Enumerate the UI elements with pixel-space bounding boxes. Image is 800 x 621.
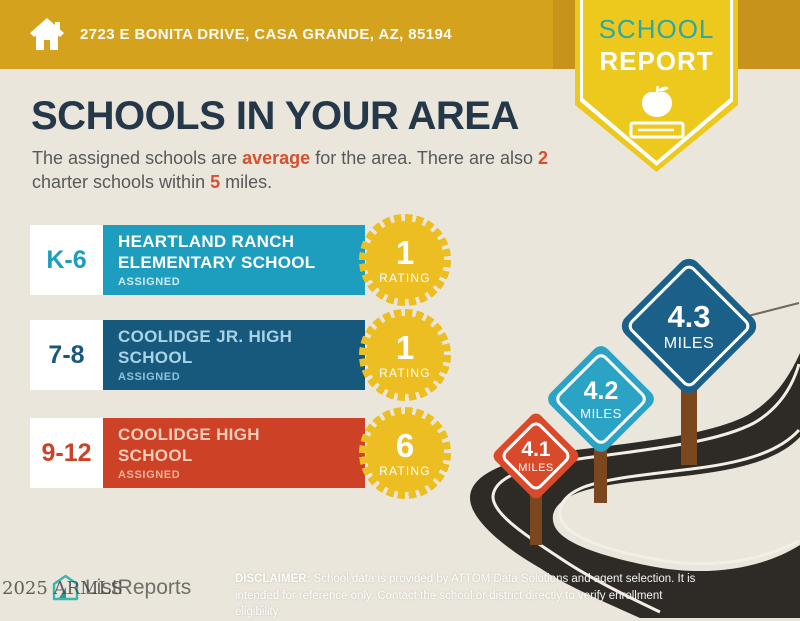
rating-value: 1 <box>395 328 415 366</box>
mileage-sign-4-1: 4.1 MILES <box>490 410 582 502</box>
school-name-line2: ELEMENTARY SCHOOL <box>118 252 316 272</box>
summary-segment: for the area. There are also <box>310 148 538 168</box>
school-name-line1: HEARTLAND RANCH <box>118 232 295 252</box>
rating-label: RATING <box>379 463 431 478</box>
rating-value: 6 <box>395 426 415 464</box>
disclaimer-label: DISCLAIMER: <box>235 573 311 585</box>
school-bar: COOLIDGE JR. HIGH SCHOOL ASSIGNED <box>103 320 365 390</box>
school-row-junior-high: 7-8 COOLIDGE JR. HIGH SCHOOL ASSIGNED 1 … <box>30 309 470 401</box>
ribbon-shade-right <box>738 0 800 69</box>
school-name-line2: SCHOOL <box>118 347 193 367</box>
school-bar: HEARTLAND RANCH ELEMENTARY SCHOOL ASSIGN… <box>103 225 365 295</box>
summary-segment: The assigned schools are <box>32 148 243 168</box>
listreports-logo: ListReports <box>52 574 191 601</box>
school-name-line2: SCHOOL <box>118 445 193 465</box>
armls-watermark: 2025 ARMLS <box>2 578 123 599</box>
school-bar: COOLIDGE HIGH SCHOOL ASSIGNED <box>103 418 365 488</box>
school-row-elementary: K-6 HEARTLAND RANCH ELEMENTARY SCHOOL AS… <box>30 214 470 306</box>
home-icon <box>30 18 64 50</box>
ribbon-shade-left <box>553 0 577 69</box>
assigned-label: ASSIGNED <box>118 468 181 481</box>
rating-badge: 1 RATING <box>359 214 451 306</box>
summary-segment: miles. <box>220 172 273 193</box>
grade-range: 7-8 <box>30 320 103 390</box>
rating-value: 1 <box>395 233 415 271</box>
summary-segment: charter schools within <box>32 172 211 193</box>
sign-distance-value: 4.3 <box>667 299 711 334</box>
school-row-high-school: 9-12 COOLIDGE HIGH SCHOOL ASSIGNED 6 RAT… <box>30 407 470 499</box>
rating-badge: 1 RATING <box>359 309 451 401</box>
apple-on-book-icon <box>629 85 684 139</box>
mileage-sign-4-3: 4.3 MILES <box>616 253 762 399</box>
brand-name: ListReports <box>85 575 192 599</box>
sign-distance-unit: MILES <box>518 462 554 474</box>
school-name-line1: COOLIDGE HIGH <box>118 425 260 445</box>
schools-list: K-6 HEARTLAND RANCH ELEMENTARY SCHOOL AS… <box>30 214 470 513</box>
listreports-logo-icon <box>52 574 79 601</box>
sign-distance-unit: MILES <box>580 406 622 421</box>
badge-report-label: REPORT <box>599 46 714 76</box>
grade-range: 9-12 <box>30 418 103 488</box>
badge-school-label: SCHOOL <box>598 14 715 44</box>
sign-distance-value: 4.2 <box>583 377 619 405</box>
assigned-label: ASSIGNED <box>118 275 181 288</box>
horizon-road-line <box>747 302 800 317</box>
sign-distance-unit: MILES <box>663 335 715 352</box>
sign-distance-value: 4.1 <box>521 438 551 461</box>
rating-label: RATING <box>379 270 431 285</box>
disclaimer-text: DISCLAIMER: School data is provided by A… <box>235 571 711 621</box>
assigned-label: ASSIGNED <box>118 370 181 383</box>
rating-badge: 6 RATING <box>359 407 451 499</box>
school-report-ribbon: SCHOOL REPORT <box>575 0 738 172</box>
grade-range: K-6 <box>30 225 103 295</box>
summary-text: The assigned schools are average for the… <box>32 146 580 195</box>
rating-label: RATING <box>379 365 431 380</box>
mileage-sign-4-2: 4.2 MILES <box>544 342 658 456</box>
summary-highlight-count: 2 <box>537 148 548 168</box>
property-address: 2723 E BONITA DRIVE, CASA GRANDE, AZ, 85… <box>80 26 453 43</box>
summary-highlight-miles: 5 <box>210 172 221 193</box>
page-title: SCHOOLS IN YOUR AREA <box>31 94 519 138</box>
summary-highlight-average: average <box>242 148 311 168</box>
school-name-line1: COOLIDGE JR. HIGH <box>118 327 293 347</box>
